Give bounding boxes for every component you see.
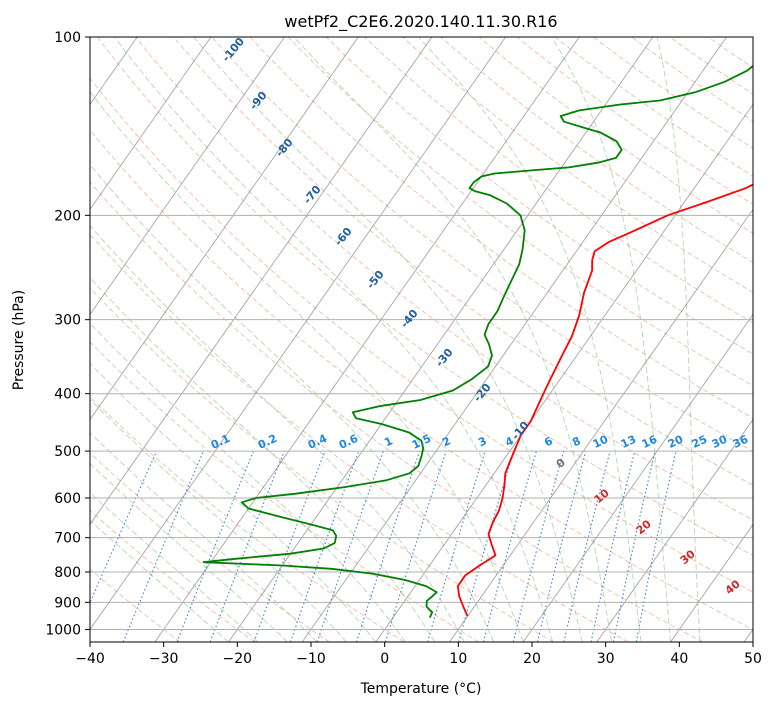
x-tick-label: −10 [296, 651, 326, 667]
y-tick-label: 300 [54, 313, 81, 329]
mixing-ratio-line [384, 450, 447, 642]
x-tick-label: 40 [670, 651, 688, 667]
mixing-ratio-label: 20 [666, 433, 686, 451]
moist-adiabat [193, 37, 583, 642]
x-tick-label: −20 [223, 651, 253, 667]
x-tick-label: −40 [75, 651, 105, 667]
mixing-ratio-label: 36 [731, 433, 751, 451]
x-tick-label: 0 [380, 651, 389, 667]
y-axis-label: Pressure (hPa) [11, 290, 27, 390]
moist-adiabat [90, 90, 524, 642]
isotherm [301, 37, 727, 642]
moist-adiabat [90, 225, 465, 642]
mixing-ratio-line [316, 450, 384, 642]
x-axis-label: Temperature (°C) [360, 681, 482, 697]
x-tick-label: 50 [744, 651, 762, 667]
dry-adiabat [90, 77, 753, 593]
moist-adiabat [114, 37, 554, 642]
moist-adiabat [90, 519, 229, 642]
isotherm [90, 37, 359, 421]
chart-title: wetPf2_C2E6.2020.140.11.30.R16 [284, 12, 557, 32]
moist-adiabat [90, 399, 347, 642]
mixing-ratio-line [563, 450, 611, 642]
moist-adiabat [90, 277, 436, 642]
y-tick-label: 600 [54, 491, 81, 507]
dewpoint-profile [202, 64, 753, 618]
isotherm [90, 37, 433, 526]
mixing-ratio-label: 10 [591, 433, 611, 451]
moist-adiabat [656, 37, 701, 642]
isotherm [522, 313, 753, 642]
mixing-ratio-label: 16 [640, 433, 660, 451]
y-tick-label: 200 [54, 208, 81, 224]
x-tick-label: 10 [449, 651, 467, 667]
mixing-ratio-line [90, 450, 158, 604]
x-tick-label: 20 [523, 651, 541, 667]
isotherm [670, 523, 753, 642]
grid-lines [90, 37, 753, 630]
mixing-ratio-line [209, 450, 285, 642]
mixing-ratio-line [536, 450, 587, 642]
y-tick-label: 1000 [45, 622, 81, 638]
mixing-ratio-label: 30 [710, 433, 730, 451]
moist-adiabat [293, 37, 613, 642]
isotherm [0, 37, 64, 642]
isotherm [154, 37, 580, 642]
moist-adiabat [90, 362, 377, 642]
moist-adiabat [90, 432, 318, 642]
mixing-ratio-line [253, 450, 326, 642]
dry-adiabat [90, 287, 554, 642]
mixing-ratio-line [512, 450, 565, 642]
mixing-ratio-line [612, 450, 656, 642]
isotherm [90, 37, 212, 211]
y-tick-label: 100 [54, 30, 81, 46]
background-line-labels: -100-90-80-70-60-50-40-30-20-10010203040… [209, 37, 751, 597]
temperature-profile [456, 183, 753, 617]
dry-adiabat [90, 181, 704, 642]
mixing-ratio-label: 25 [690, 433, 709, 451]
dry-adiabat [90, 568, 181, 642]
y-tick-label: 500 [54, 444, 81, 460]
mixing-ratio-line [355, 450, 421, 642]
plot-area [90, 37, 753, 642]
isotherm [449, 208, 753, 642]
dry-adiabat [135, 37, 753, 521]
mixing-ratio-line [427, 450, 486, 642]
x-tick-label: −30 [149, 651, 179, 667]
mixing-ratio-line [482, 450, 537, 642]
profile-series [202, 64, 753, 618]
isotherm [375, 103, 753, 642]
dry-adiabat [211, 37, 753, 452]
moist-adiabat [417, 37, 642, 642]
dry-adiabat [173, 37, 753, 486]
moist-adiabat [90, 491, 259, 642]
moist-adiabat [551, 37, 671, 642]
mixing-ratio-line [590, 450, 636, 642]
isotherm [596, 418, 753, 642]
dry-adiabat [287, 37, 753, 387]
mixing-ratio-label: 13 [619, 433, 638, 451]
dry-adiabat [90, 233, 629, 642]
y-tick-label: 400 [54, 387, 81, 403]
isotherm [90, 37, 506, 631]
mixing-ratio-line [289, 450, 360, 642]
mixing-ratio-line [176, 450, 255, 642]
isotherm [228, 37, 654, 642]
plot-frame [89, 36, 754, 643]
dry-adiabat [90, 341, 480, 642]
y-tick-label: 700 [54, 531, 81, 547]
mixing-ratio-line [458, 450, 515, 642]
x-tick-label: 30 [597, 651, 615, 667]
y-tick-label: 900 [54, 595, 81, 611]
background-lines [0, 37, 753, 642]
mixing-ratio-line [122, 450, 205, 642]
x-axis: −40 −30 −20 −10 0 10 20 30 40 50 [75, 642, 762, 667]
moist-adiabat [90, 163, 495, 642]
dry-adiabat [325, 37, 753, 355]
y-tick-label: 800 [54, 565, 81, 581]
isotherm [90, 37, 285, 316]
y-axis: 100 200 300 400 500 600 700 800 900 1000 [45, 30, 90, 638]
